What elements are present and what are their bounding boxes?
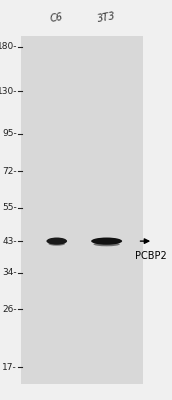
Ellipse shape [93, 242, 120, 246]
Text: C6: C6 [50, 12, 64, 24]
Text: 34-: 34- [3, 268, 17, 278]
Ellipse shape [49, 242, 65, 246]
Text: 130-: 130- [0, 86, 17, 96]
Text: 180-: 180- [0, 42, 17, 51]
Text: 26-: 26- [3, 305, 17, 314]
Text: 3T3: 3T3 [97, 11, 117, 24]
Text: 17-: 17- [2, 362, 17, 372]
Text: 55-: 55- [2, 203, 17, 212]
Text: 43-: 43- [3, 237, 17, 246]
Ellipse shape [46, 238, 67, 245]
Bar [21, 36, 143, 384]
Text: PCBP2: PCBP2 [135, 251, 167, 261]
Text: 72-: 72- [3, 167, 17, 176]
Text: 95-: 95- [2, 129, 17, 138]
Ellipse shape [91, 238, 122, 245]
